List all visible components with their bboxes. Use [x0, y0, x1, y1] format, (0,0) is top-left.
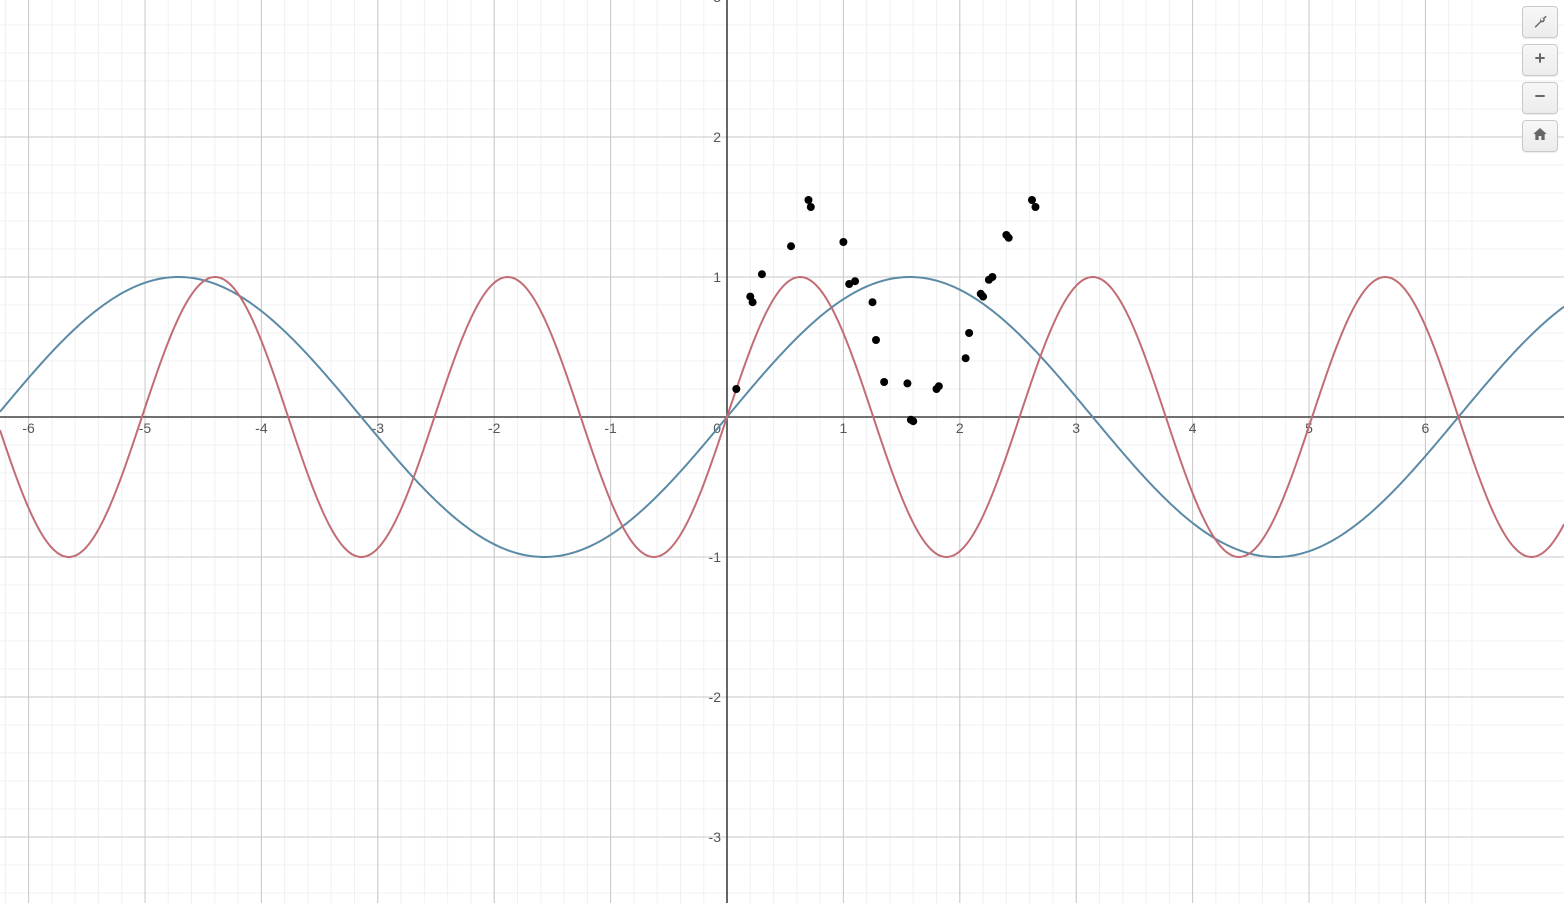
scatter-point [1028, 196, 1036, 204]
scatter-point [758, 270, 766, 278]
settings-button[interactable] [1522, 6, 1558, 38]
scatter-point [732, 385, 740, 393]
scatter-point [1031, 203, 1039, 211]
major-grid [0, 0, 1564, 903]
zoom-out-button[interactable] [1522, 82, 1558, 114]
scatter-point [909, 417, 917, 425]
x-tick-label: -2 [488, 420, 501, 436]
minus-icon [1532, 88, 1548, 109]
scatter-point [804, 196, 812, 204]
graph-svg: -6-5-4-3-2-10123456-3-2-1123 [0, 0, 1564, 903]
x-tick-label: -4 [255, 420, 268, 436]
x-tick-label: 4 [1189, 420, 1197, 436]
graph-area[interactable]: -6-5-4-3-2-10123456-3-2-1123 [0, 0, 1564, 903]
x-tick-label: 6 [1422, 420, 1430, 436]
scatter-point [903, 379, 911, 387]
scatter-point [839, 238, 847, 246]
scatter-point [965, 329, 973, 337]
scatter-point [979, 293, 987, 301]
control-panel [1522, 6, 1558, 152]
y-tick-label: 2 [713, 129, 721, 145]
x-tick-label: -3 [372, 420, 385, 436]
y-tick-label: -2 [709, 689, 722, 705]
x-tick-label: 3 [1072, 420, 1080, 436]
zoom-in-button[interactable] [1522, 44, 1558, 76]
y-tick-label: 3 [713, 0, 721, 5]
y-tick-label: -1 [709, 549, 722, 565]
minor-grid [0, 0, 1564, 903]
scatter-point [935, 382, 943, 390]
scatter-point [1005, 234, 1013, 242]
scatter-point [872, 336, 880, 344]
home-icon [1532, 126, 1548, 147]
scatter-point [869, 298, 877, 306]
scatter-point [787, 242, 795, 250]
plus-icon [1532, 50, 1548, 71]
x-tick-label: 1 [840, 420, 848, 436]
wrench-icon [1532, 12, 1548, 33]
scatter-point [962, 354, 970, 362]
home-button[interactable] [1522, 120, 1558, 152]
scatter-point [880, 378, 888, 386]
x-tick-label: 2 [956, 420, 964, 436]
x-tick-label: -1 [604, 420, 617, 436]
scatter-point [749, 298, 757, 306]
scatter-point [988, 273, 996, 281]
x-tick-label: -6 [22, 420, 35, 436]
y-tick-label: -3 [709, 829, 722, 845]
y-tick-label: 1 [713, 269, 721, 285]
scatter-point [807, 203, 815, 211]
scatter-point [851, 277, 859, 285]
